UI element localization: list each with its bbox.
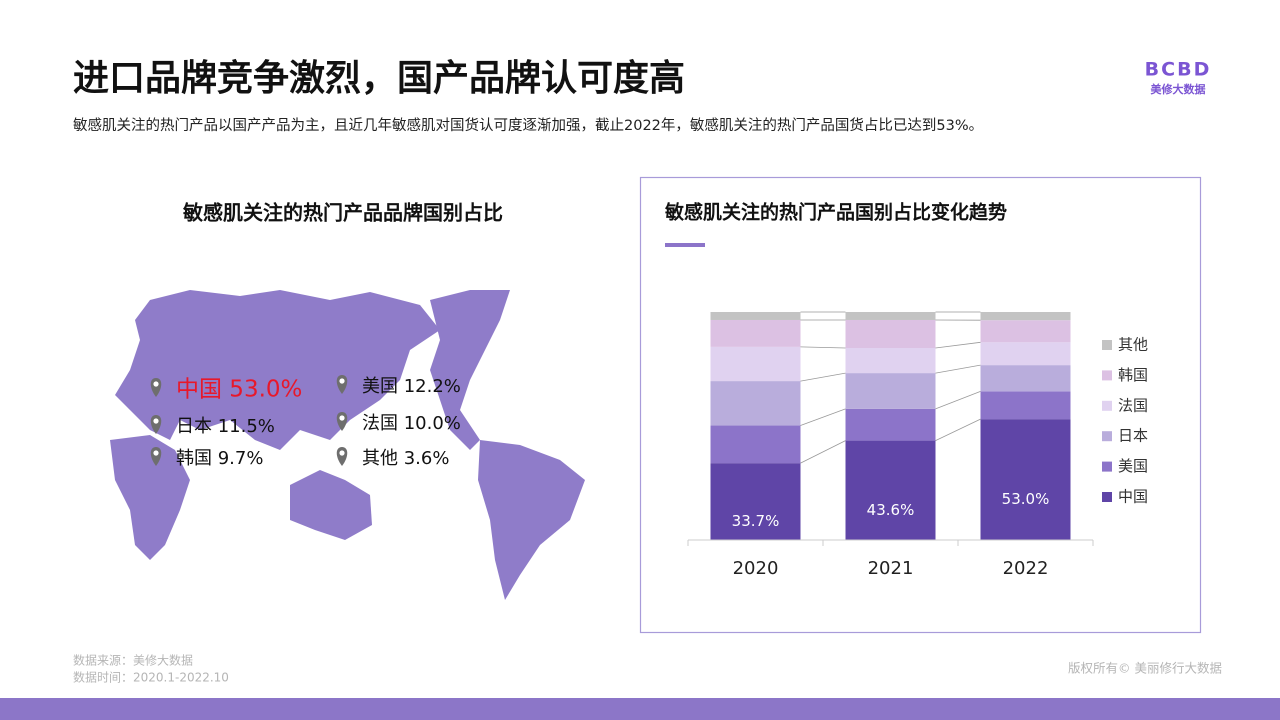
map-labels: 中国 53.0% 日本 11.5% 韩国 9.7% 美国 12.2% 法国 10.0% 其… <box>150 375 461 469</box>
page-title: 进口品牌竞争激烈，国产品牌认可度高 <box>73 58 685 99</box>
pin-icon <box>150 378 162 397</box>
connector-line <box>800 346 846 349</box>
chart-title: 敏感肌关注的热门产品国别占比变化趋势 <box>664 201 1007 224</box>
bar-segment <box>710 425 801 464</box>
connector-line <box>935 364 981 374</box>
legend-swatch <box>1102 340 1112 350</box>
legend-swatch <box>1102 492 1112 502</box>
north-america <box>430 290 510 450</box>
africa <box>110 435 190 560</box>
data-label: 43.6% <box>867 501 915 519</box>
map-label: 美国 12.2% <box>362 376 461 397</box>
map-label: 其他 3.6% <box>362 448 449 469</box>
pin-hole <box>153 381 159 387</box>
map-label: 韩国 9.7% <box>176 448 263 469</box>
pin-icon <box>336 375 348 394</box>
stacked-bar-chart: 33.7% 2020 43.6% 2021 53.0% 2022 中国 美国 日本 法国 韩国 其他 <box>687 311 1148 579</box>
legend-label: 法国 <box>1118 396 1148 414</box>
bar-segment <box>845 440 936 540</box>
bar-segment <box>980 365 1071 392</box>
bar-segment <box>710 463 801 540</box>
x-tick-label: 2021 <box>868 558 914 579</box>
legend-swatch <box>1102 461 1112 472</box>
copyright: 版权所有© 美丽修行大数据 <box>1068 661 1222 676</box>
connector-line <box>800 440 846 464</box>
bar-segment <box>845 312 936 320</box>
x-tick-label: 2020 <box>733 558 779 579</box>
data-label: 53.0% <box>1002 490 1050 508</box>
x-tick-label: 2022 <box>1003 558 1049 579</box>
time-note: 数据时间：2020.1-2022.10 <box>73 670 229 685</box>
eurasia <box>115 290 440 450</box>
pin-icon <box>150 415 162 434</box>
legend-swatch <box>1102 431 1112 442</box>
australia <box>290 470 372 540</box>
bar-segment <box>710 312 801 320</box>
connector-line <box>935 390 981 410</box>
connector-line <box>935 341 981 349</box>
legend-swatch <box>1102 370 1112 381</box>
pin-hole <box>339 378 345 384</box>
bar-segment <box>980 342 1071 366</box>
bar-segment <box>710 346 801 382</box>
legend-label: 韩国 <box>1118 366 1148 384</box>
bar-segment <box>710 319 801 347</box>
bar-segment <box>980 320 1071 343</box>
bar-segment <box>845 373 936 409</box>
bottom-bar <box>0 698 1280 720</box>
page-subtitle: 敏感肌关注的热门产品以国产产品为主，且近几年敏感肌对国货认可度逐渐加强，截止20… <box>73 117 983 134</box>
bar-segment <box>980 391 1071 420</box>
pin-icon <box>336 412 348 431</box>
bar-segment <box>980 419 1071 540</box>
world-map <box>110 290 585 600</box>
pin-hole <box>153 450 159 456</box>
logo: BCBD <box>1145 59 1212 81</box>
data-label: 33.7% <box>732 512 780 530</box>
map-label: 法国 10.0% <box>362 413 461 434</box>
legend-label: 日本 <box>1118 427 1148 445</box>
pin-hole <box>339 450 345 456</box>
connector-line <box>800 408 846 426</box>
bar-segment <box>845 408 936 441</box>
south-america <box>478 440 585 600</box>
map-label: 中国 53.0% <box>176 377 302 403</box>
connector-line <box>800 372 846 382</box>
pin-hole <box>153 418 159 424</box>
bar-segment <box>980 312 1071 321</box>
pin-icon <box>150 447 162 466</box>
source-note: 数据来源：美修大数据 <box>73 653 193 668</box>
bar-segment <box>845 319 936 349</box>
map-title: 敏感肌关注的热门产品品牌国别占比 <box>182 201 503 225</box>
logo-subtitle: 美修大数据 <box>1151 82 1206 96</box>
legend-swatch <box>1102 400 1112 411</box>
pin-icon <box>336 447 348 466</box>
bar-segment <box>845 348 936 374</box>
title-underline <box>665 243 705 247</box>
map-label: 日本 11.5% <box>176 416 275 437</box>
pin-hole <box>339 415 345 421</box>
legend-label: 中国 <box>1118 488 1148 506</box>
legend-label: 其他 <box>1118 336 1148 354</box>
legend-label: 美国 <box>1118 457 1148 475</box>
connector-line <box>935 418 981 441</box>
bar-segment <box>710 381 801 426</box>
